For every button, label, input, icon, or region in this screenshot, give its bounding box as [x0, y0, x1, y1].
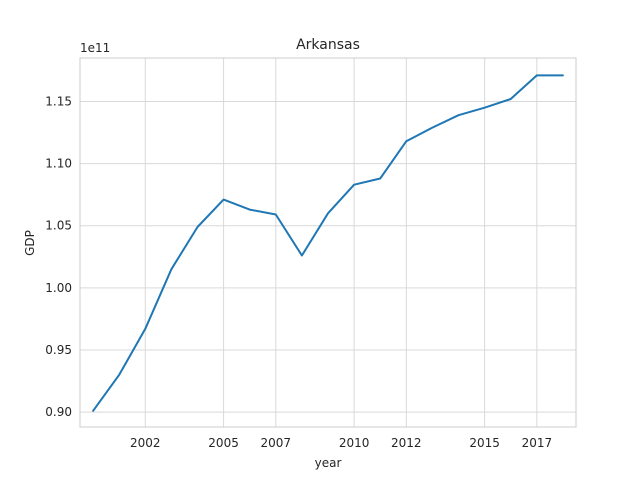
y-tick-label: 1.00 [45, 281, 72, 295]
y-tick-label: 0.90 [45, 405, 72, 419]
y-axis-offset-label: 1e11 [80, 41, 110, 55]
y-axis: 0.90 0.95 1.00 1.05 1.10 1.15 [45, 94, 72, 419]
x-tick-label: 2017 [522, 436, 553, 450]
y-tick-label: 1.05 [45, 219, 72, 233]
x-axis-label: year [315, 456, 342, 470]
series-layer [92, 74, 564, 412]
y-axis-label: GDP [23, 230, 37, 256]
y-tick-label: 1.10 [45, 157, 72, 171]
x-tick-label: 2002 [130, 436, 161, 450]
grid-lines [80, 58, 576, 427]
x-tick-label: 2010 [339, 436, 370, 450]
y-tick-label: 0.95 [45, 343, 72, 357]
x-tick-label: 2007 [261, 436, 292, 450]
x-axis: 2002 2005 2007 2010 2012 2015 2017 [130, 436, 552, 450]
y-tick-label: 1.15 [45, 94, 72, 108]
x-tick-label: 2012 [391, 436, 422, 450]
chart-title: Arkansas [296, 37, 360, 53]
x-tick-label: 2015 [469, 436, 500, 450]
plot-frame [79, 57, 577, 428]
series-line [92, 74, 564, 412]
x-tick-label: 2005 [208, 436, 239, 450]
